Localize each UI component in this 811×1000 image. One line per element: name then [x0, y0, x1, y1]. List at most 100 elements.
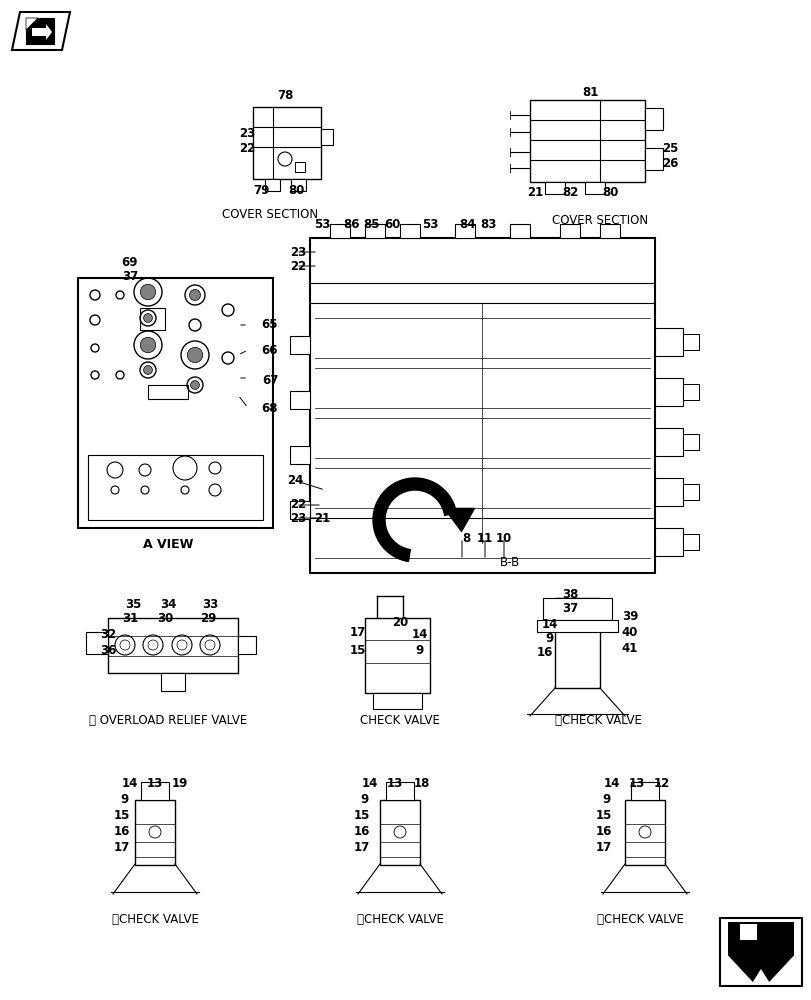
Bar: [253, 107, 320, 179]
Text: 19: 19: [172, 777, 188, 790]
Text: 17: 17: [114, 841, 130, 854]
Polygon shape: [32, 24, 52, 40]
Bar: [654, 428, 682, 456]
Polygon shape: [372, 478, 456, 561]
Bar: [238, 636, 255, 654]
Bar: [380, 800, 419, 865]
Text: 15: 15: [350, 644, 366, 656]
Circle shape: [140, 284, 156, 300]
Text: 83: 83: [479, 218, 496, 231]
Text: 14: 14: [541, 618, 557, 632]
Bar: [719, 918, 801, 986]
Polygon shape: [26, 18, 38, 30]
Polygon shape: [727, 922, 793, 982]
Text: 22: 22: [290, 259, 306, 272]
Text: 26: 26: [661, 157, 677, 170]
Text: 12: 12: [653, 777, 669, 790]
Bar: [385, 782, 414, 800]
Text: 21: 21: [314, 512, 330, 524]
Text: 33: 33: [202, 597, 218, 610]
Bar: [310, 238, 654, 573]
Text: ⒶCHECK VALVE: ⒶCHECK VALVE: [554, 714, 641, 726]
Text: COVER SECTION: COVER SECTION: [221, 209, 318, 222]
Text: 13: 13: [147, 777, 163, 790]
Text: CHECK VALVE: CHECK VALVE: [359, 714, 440, 726]
Text: A VIEW: A VIEW: [143, 538, 193, 552]
Bar: [509, 224, 530, 238]
Text: 17: 17: [350, 626, 366, 640]
Bar: [682, 484, 698, 500]
Text: 40: 40: [621, 626, 637, 639]
Text: 82: 82: [561, 186, 577, 200]
Text: 23: 23: [290, 245, 306, 258]
Bar: [584, 182, 604, 194]
Text: 39: 39: [621, 610, 637, 624]
Text: 15: 15: [354, 809, 370, 822]
Text: 78: 78: [277, 89, 293, 102]
Text: 15: 15: [114, 809, 130, 822]
Bar: [560, 224, 579, 238]
Text: 80: 80: [287, 184, 304, 197]
Text: 14: 14: [603, 777, 620, 790]
Bar: [88, 455, 263, 520]
Text: 20: 20: [392, 615, 408, 629]
Bar: [290, 446, 310, 464]
Bar: [624, 800, 664, 865]
Text: 14: 14: [362, 777, 378, 790]
Text: 8: 8: [461, 532, 470, 544]
Text: 84: 84: [459, 218, 476, 231]
Bar: [365, 224, 384, 238]
Bar: [654, 378, 682, 406]
Text: 37: 37: [122, 269, 138, 282]
Bar: [530, 100, 644, 182]
Text: 80: 80: [601, 186, 617, 200]
Bar: [141, 782, 169, 800]
Text: 35: 35: [125, 597, 141, 610]
Text: 81: 81: [581, 86, 598, 99]
Bar: [536, 620, 617, 632]
Text: 21: 21: [526, 186, 543, 200]
Circle shape: [187, 347, 203, 363]
Bar: [543, 598, 611, 620]
Bar: [320, 129, 333, 145]
Text: 37: 37: [561, 601, 577, 614]
Bar: [290, 179, 306, 191]
Text: ⓔ OVERLOAD RELIEF VALVE: ⓔ OVERLOAD RELIEF VALVE: [88, 714, 247, 726]
Text: 31: 31: [122, 611, 138, 624]
Text: 66: 66: [261, 344, 278, 357]
Text: 22: 22: [238, 142, 255, 155]
Circle shape: [191, 381, 200, 389]
Polygon shape: [12, 12, 70, 50]
Text: 23: 23: [238, 127, 255, 140]
Text: COVER SECTION: COVER SECTION: [551, 214, 647, 227]
Text: 16: 16: [595, 825, 611, 838]
Bar: [264, 179, 280, 191]
Text: 32: 32: [100, 628, 116, 641]
Bar: [544, 182, 564, 194]
Bar: [654, 478, 682, 506]
Bar: [139, 308, 165, 330]
Text: 25: 25: [661, 142, 677, 155]
Text: 65: 65: [261, 318, 278, 332]
Circle shape: [144, 314, 152, 322]
Text: 9: 9: [415, 644, 423, 656]
Bar: [78, 278, 272, 528]
Text: 16: 16: [354, 825, 370, 838]
Polygon shape: [739, 924, 756, 940]
Text: ⒹCHECK VALVE: ⒹCHECK VALVE: [596, 913, 683, 926]
Bar: [630, 782, 659, 800]
Text: 85: 85: [363, 218, 380, 231]
Bar: [372, 693, 422, 709]
Text: 23: 23: [290, 512, 306, 524]
Text: ⒷCHECK VALVE: ⒷCHECK VALVE: [111, 913, 198, 926]
Text: 9: 9: [121, 793, 129, 806]
Text: 16: 16: [536, 646, 552, 658]
Text: 60: 60: [384, 218, 400, 231]
Text: 68: 68: [261, 401, 278, 414]
Text: 9: 9: [602, 793, 611, 806]
Bar: [108, 618, 238, 673]
Text: 9: 9: [360, 793, 369, 806]
Text: 13: 13: [386, 777, 402, 790]
Bar: [290, 501, 310, 519]
Bar: [682, 334, 698, 350]
